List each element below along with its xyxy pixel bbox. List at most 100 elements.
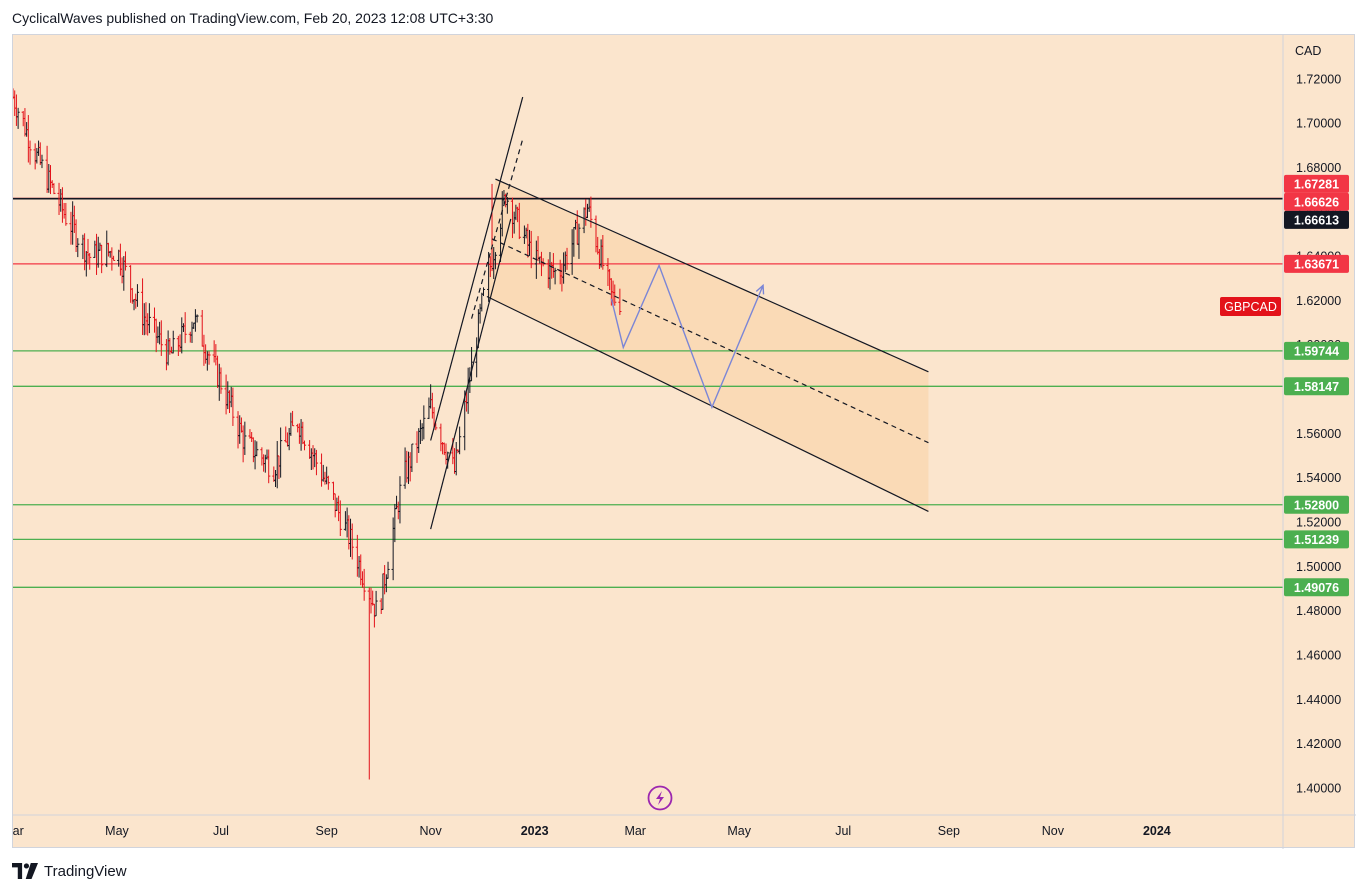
descending-channel-upper [495,178,929,373]
price-bar [96,236,100,268]
time-tick-label: 2023 [521,824,549,838]
price-bar [48,165,53,195]
price-bar [565,247,569,270]
black-price-badge [1284,210,1349,229]
price-bar [129,265,133,303]
price-axis[interactable]: CAD 1.40000 1.42000 1.44000 1.46000 1.48000 1… [1295,44,1341,795]
price-bar [74,219,78,252]
price-bar [188,331,192,343]
price-tick-label: 1.44000 [1296,693,1341,707]
price-bar [251,437,255,463]
price-bar [135,284,140,307]
resistance-price-badge [1284,192,1349,211]
price-bar [250,432,254,442]
chart-panel[interactable]: CAD 1.40000 1.42000 1.44000 1.46000 1.48000 1… [12,34,1356,849]
price-bar [166,330,170,366]
price-bar [111,255,116,261]
price-bar [618,288,622,315]
price-bar [323,471,327,485]
price-badge-label: 1.59744 [1294,344,1339,358]
price-bar [481,287,486,297]
price-chart[interactable]: CAD 1.40000 1.42000 1.44000 1.46000 1.48000 1… [13,35,1356,849]
price-bar [420,423,424,442]
support-price-badge [1284,578,1349,597]
price-bar [333,493,337,518]
price-bar [398,476,402,524]
price-bar [348,518,353,557]
time-tick-label: Sep [316,824,338,838]
time-tick-label: Nov [420,824,443,838]
time-tick-label: Mar [13,824,24,838]
price-bar [613,284,617,306]
price-bar [384,574,388,593]
price-bar [369,587,373,614]
support-price-badge [1284,530,1349,549]
price-bar [275,441,279,489]
price-bar [159,320,163,356]
price-bar [64,202,68,226]
projection-arrowhead [755,283,765,295]
price-tick-label: 1.50000 [1296,560,1341,574]
support-price-badge [1284,495,1349,514]
price-bar [217,363,221,401]
price-bar [52,183,56,195]
price-bar [47,163,51,193]
price-bar [601,234,605,270]
price-bar [76,238,80,258]
price-bar [147,303,151,334]
price-bar [290,410,295,427]
price-bar [118,243,122,276]
price-bar [325,466,329,485]
support-price-badge [1284,341,1349,360]
price-axis-currency-label: CAD [1295,44,1321,58]
price-bar [480,292,484,312]
price-badge-label: 1.58147 [1294,380,1339,394]
price-bar [88,252,92,270]
price-bar [98,242,102,251]
price-tick-label: 1.68000 [1296,161,1341,175]
price-bar [454,442,458,476]
time-axis[interactable]: Mar May Jul Sep Nov 2023 Mar May Jul Sep Nov 2024 [13,824,1171,838]
price-bar [381,573,385,610]
price-bar [205,351,209,371]
tradingview-logo-icon [12,863,38,879]
resistance-price-badge [1284,254,1349,273]
price-badge-label: 1.49076 [1294,581,1339,595]
price-bar [367,587,371,780]
price-badge-label: 1.67281 [1294,177,1339,191]
price-bar [347,515,351,550]
price-bar [253,440,257,470]
price-bar [38,142,42,166]
price-bar [415,431,419,463]
price-tick-label: 1.40000 [1296,781,1341,795]
price-tick-label: 1.72000 [1296,72,1341,86]
price-bar [371,590,375,606]
price-bar [134,293,138,309]
price-bar [287,427,291,451]
price-bar [23,108,27,137]
price-bar [236,411,240,449]
price-bar [16,107,20,129]
price-tick-label: 1.70000 [1296,117,1341,131]
price-bar [279,427,283,478]
price-bar [239,417,244,433]
price-bar [35,147,39,164]
price-bar [120,257,124,284]
price-bar [374,590,378,617]
price-bar [517,202,521,240]
resistance-price-badge [1284,174,1349,193]
price-tick-label: 1.42000 [1296,737,1341,751]
price-bar [350,523,354,560]
price-bar [386,561,390,579]
projection-path [610,263,764,410]
price-bar [71,201,75,245]
lightning-icon[interactable] [647,785,673,811]
rising-channel-median [470,138,524,319]
price-bar [241,425,245,463]
price-bar [200,309,204,347]
price-badge-label: 1.66626 [1294,195,1339,209]
price-bar [156,326,160,344]
price-bar [158,321,162,345]
price-bar [60,187,65,223]
price-bar [36,140,41,156]
